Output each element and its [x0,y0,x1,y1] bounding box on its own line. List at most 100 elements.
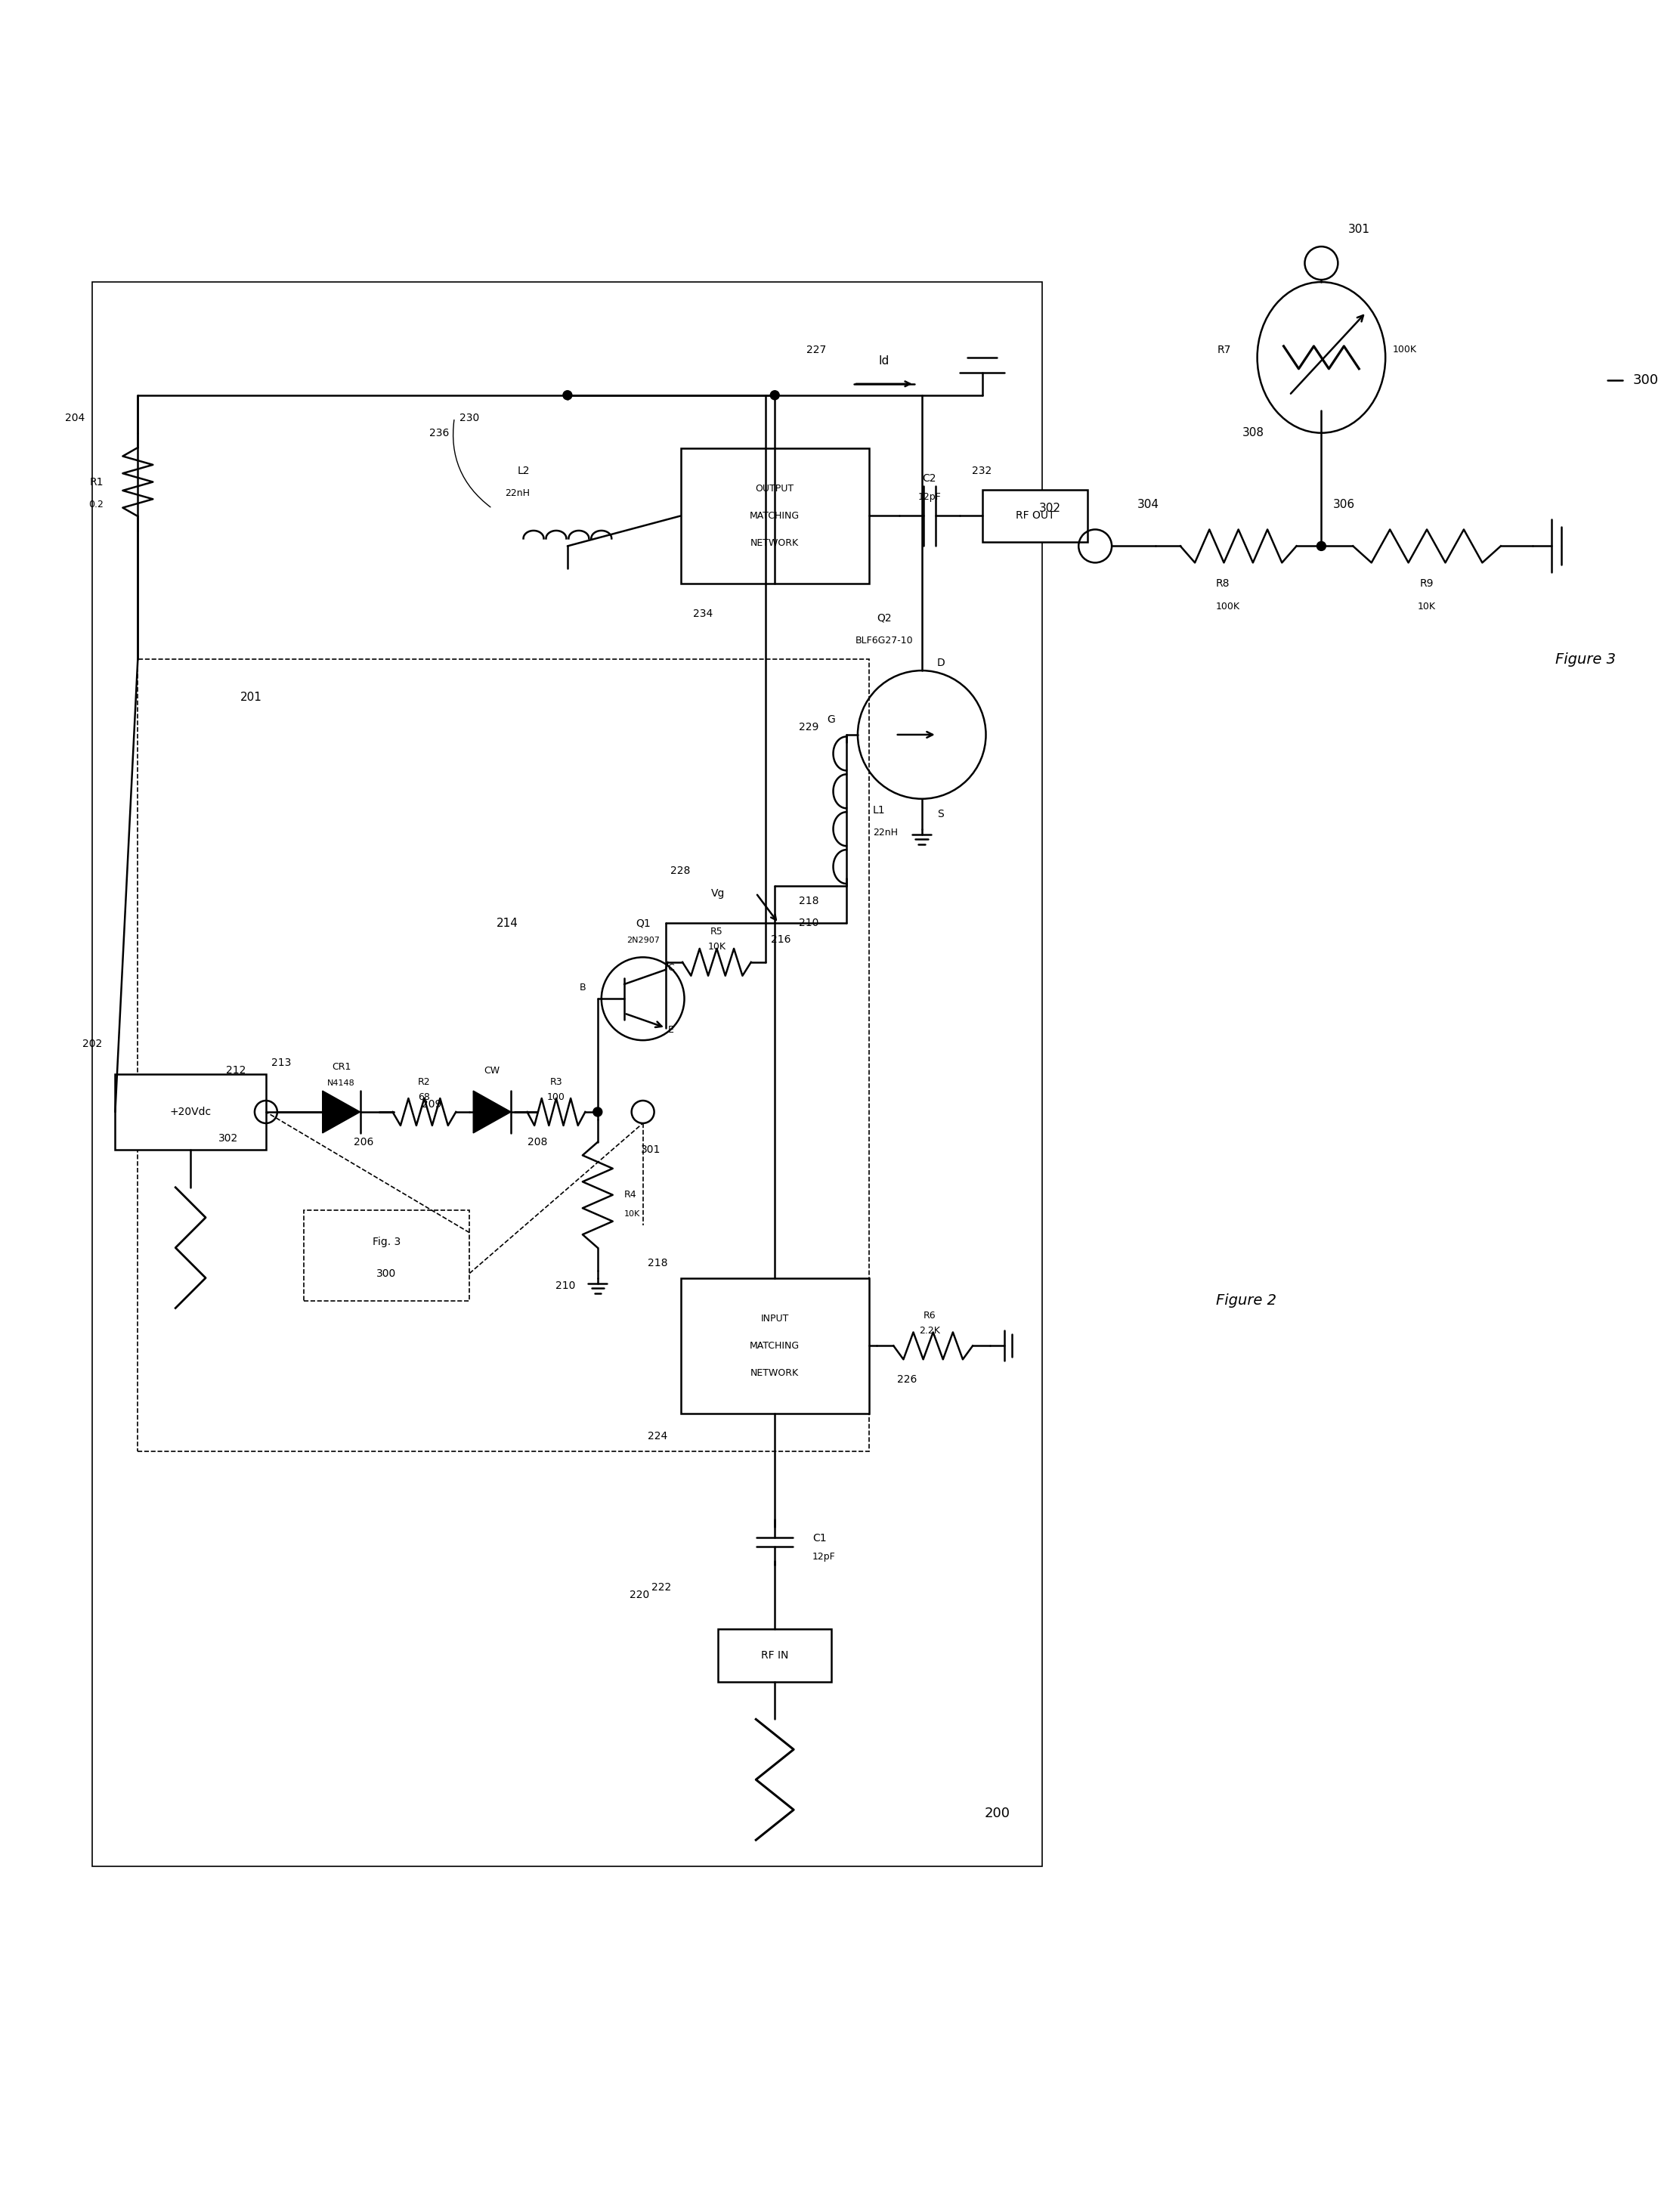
Bar [116,1075,265,1150]
Text: 300: 300 [376,1267,396,1278]
Text: 224: 224 [648,1431,669,1442]
Text: R1: R1 [91,477,104,488]
Text: 230: 230 [460,413,479,424]
Text: 206: 206 [354,1137,375,1148]
Text: 234: 234 [694,609,712,618]
Text: OUTPUT: OUTPUT [756,484,795,495]
Text: C: C [667,963,674,972]
Text: 222: 222 [652,1581,672,1592]
Polygon shape [474,1091,511,1133]
Text: 12pF: 12pF [813,1552,835,1561]
Text: RF OUT: RF OUT [1015,510,1055,521]
Text: 68: 68 [418,1093,430,1102]
Bar [680,448,869,583]
Text: 2N2907: 2N2907 [627,936,660,945]
Text: 202: 202 [82,1038,102,1049]
Circle shape [1317,541,1326,550]
Text: CR1: CR1 [331,1062,351,1071]
Text: L2: L2 [517,466,529,477]
Bar [719,1630,832,1682]
Text: 209: 209 [422,1100,442,1111]
Text: NETWORK: NETWORK [751,1369,800,1378]
Text: RF IN: RF IN [761,1649,788,1660]
Text: 227: 227 [806,344,827,355]
Text: Vg: Vg [711,888,726,899]
Text: +20Vdc: +20Vdc [170,1106,212,1117]
Text: Q2: Q2 [877,612,892,623]
Text: Fig. 3: Fig. 3 [373,1236,400,1248]
Text: 226: 226 [897,1373,917,1384]
Text: 220: 220 [630,1590,648,1601]
Text: Figure 3: Figure 3 [1556,651,1616,667]
Text: 216: 216 [771,934,791,945]
Bar [983,490,1087,543]
Text: R3: R3 [549,1078,563,1086]
Text: 302: 302 [1038,503,1060,514]
Text: 2.2K: 2.2K [919,1325,939,1336]
Text: 210: 210 [554,1281,575,1292]
Text: MATCHING: MATCHING [749,1340,800,1351]
Text: 100K: 100K [1216,601,1240,612]
Text: 228: 228 [670,866,690,877]
Text: 10K: 10K [1418,601,1436,612]
Text: 22nH: 22nH [874,828,897,837]
Text: Id: Id [879,355,889,367]
Text: R9: R9 [1420,578,1433,590]
Text: 212: 212 [225,1064,245,1075]
Circle shape [769,391,780,400]
Text: 300: 300 [1633,373,1658,386]
Text: 22nH: 22nH [506,488,529,499]
Text: R5: R5 [711,927,722,936]
Text: 12pF: 12pF [917,492,941,501]
Text: R7: R7 [1216,344,1231,355]
Text: 10K: 10K [623,1210,640,1217]
Bar [680,1278,869,1413]
Text: B: B [580,983,586,991]
Text: Q1: Q1 [635,919,650,930]
Text: 213: 213 [270,1058,291,1069]
Bar [304,1210,469,1301]
Text: 100: 100 [548,1093,564,1102]
Text: R4: R4 [623,1190,637,1199]
Text: 214: 214 [496,919,517,930]
Text: 200: 200 [984,1806,1010,1819]
Bar [92,283,1042,1866]
Text: 10K: 10K [707,943,726,952]
Text: 0.2: 0.2 [89,499,104,510]
Text: R8: R8 [1216,578,1230,590]
Text: BLF6G27-10: BLF6G27-10 [855,636,912,645]
Text: R2: R2 [418,1078,430,1086]
Text: 302: 302 [218,1133,239,1144]
Text: 236: 236 [430,428,449,437]
Text: R6: R6 [922,1312,936,1320]
Text: L1: L1 [874,806,885,815]
Text: C1: C1 [813,1532,827,1543]
Text: NETWORK: NETWORK [751,539,800,548]
Text: 308: 308 [1243,426,1265,439]
Text: 208: 208 [528,1137,548,1148]
Text: CW: CW [484,1066,501,1075]
Text: Figure 2: Figure 2 [1216,1294,1277,1307]
Bar [138,660,869,1451]
Text: 306: 306 [1332,499,1356,510]
Text: 201: 201 [240,691,262,702]
Text: S: S [937,808,944,819]
Text: 218: 218 [648,1259,669,1267]
Text: C2: C2 [922,473,936,484]
Text: N4148: N4148 [328,1080,354,1086]
Polygon shape [323,1091,360,1133]
Text: 204: 204 [66,413,86,424]
Circle shape [563,391,571,400]
Text: 304: 304 [1137,499,1159,510]
Circle shape [593,1108,601,1117]
Text: E: E [667,1025,674,1036]
Text: 301: 301 [640,1144,660,1155]
Text: INPUT: INPUT [761,1314,790,1323]
Text: 100K: 100K [1393,344,1418,355]
Text: MATCHING: MATCHING [749,510,800,521]
Text: 232: 232 [973,466,991,477]
Text: 301: 301 [1347,223,1369,234]
Text: 229: 229 [798,722,818,733]
Text: 210: 210 [798,919,818,930]
Text: D: D [937,658,944,669]
